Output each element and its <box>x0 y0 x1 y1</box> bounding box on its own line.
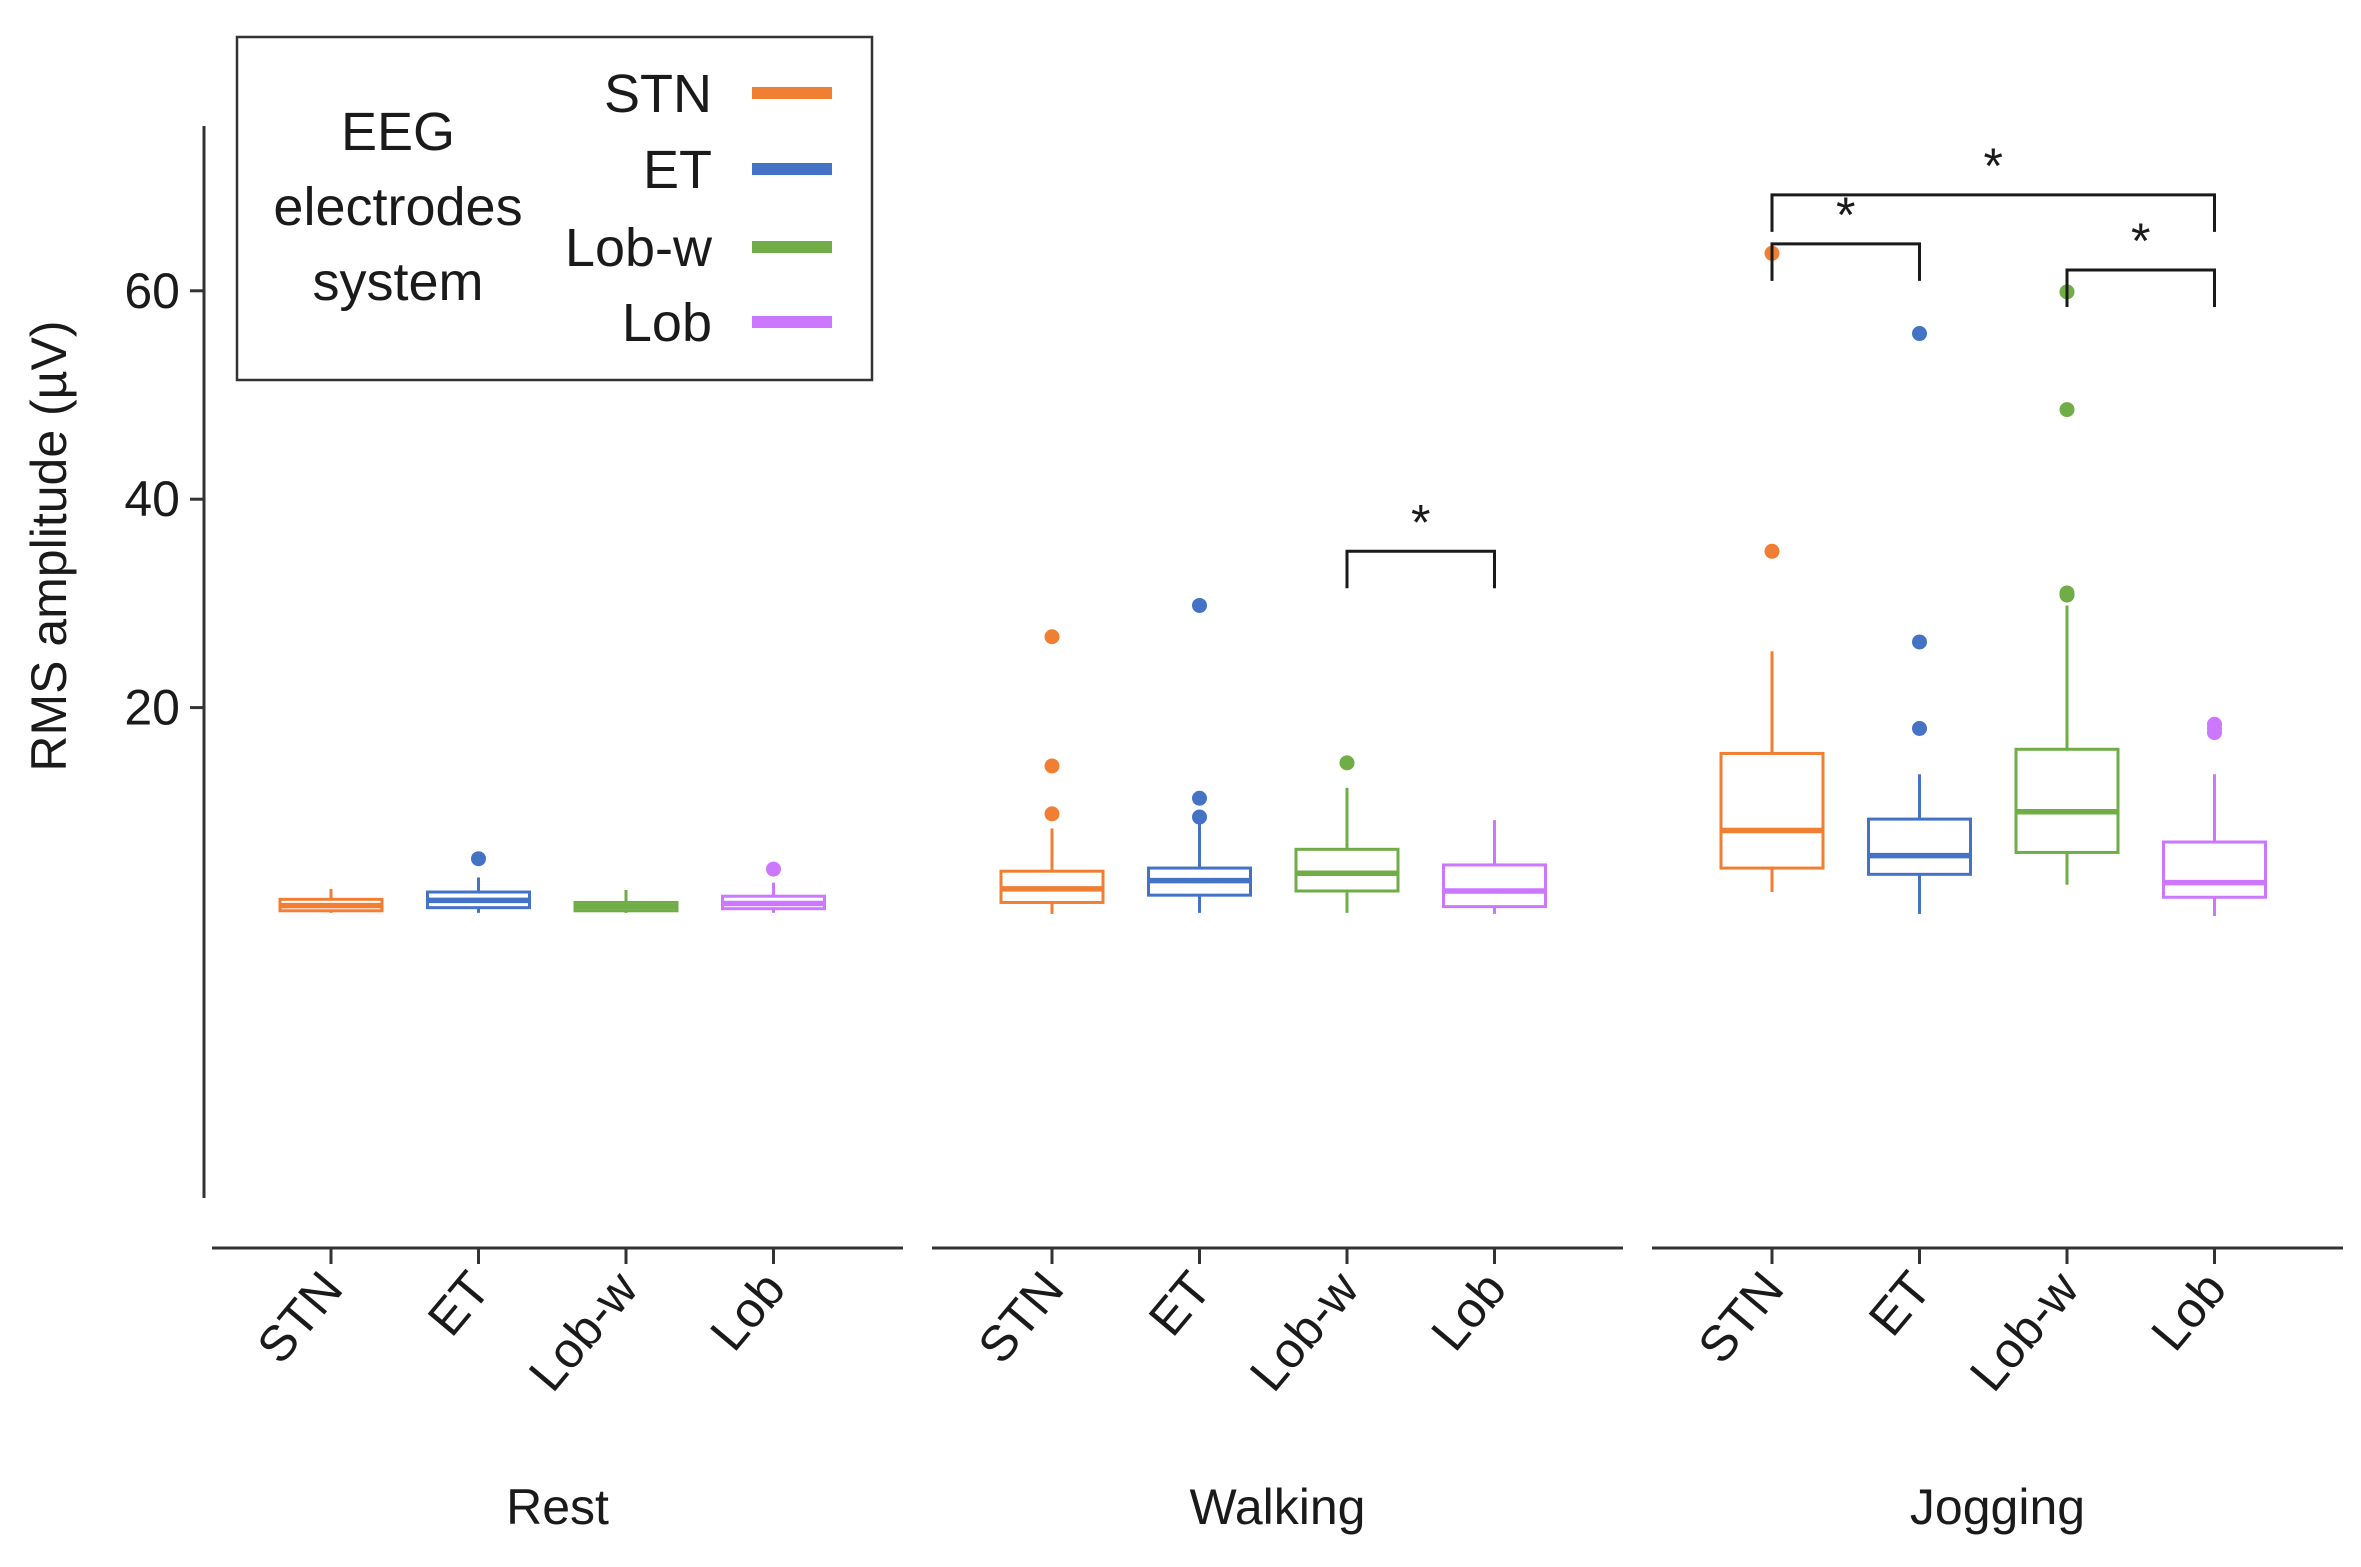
outlier-jogging-et-2 <box>1912 634 1927 650</box>
legend-title-line-3: system <box>312 252 483 312</box>
legend: EEG electrodes system STN ET Lob-w Lob <box>235 35 874 382</box>
legend-label-lob-w: Lob-w <box>565 218 713 278</box>
legend-label-stn: STN <box>604 64 712 124</box>
significance-star-jogging-stn-lob: * <box>1984 138 2003 194</box>
box-rect-jogging-lob <box>2162 840 2267 899</box>
outlier-walking-lob-w-1 <box>1339 755 1355 771</box>
significance-bracket-jogging-lob-w-lob <box>2065 268 2216 307</box>
legend-title-line-1: EEG <box>341 102 455 162</box>
y-tick-label-60: 60 <box>124 263 180 319</box>
significance-star-walking-lob-w-lob: * <box>1411 494 1430 550</box>
x-tick-label-walking-lob: Lob <box>1420 1261 1517 1361</box>
x-tick-label-jogging-stn: STN <box>1687 1261 1794 1374</box>
outlier-rest-lob-1 <box>766 861 781 877</box>
outlier-jogging-stn-1 <box>1764 543 1780 559</box>
box-rect-walking-lob <box>1442 863 1547 909</box>
x-tick-label-rest-lob-w: Lob-w <box>518 1260 649 1401</box>
box-rest-lob-w <box>573 889 679 913</box>
legend-title-line-2: electrodes <box>273 177 522 237</box>
legend-label-lob: Lob <box>622 293 712 353</box>
x-tick-label-jogging-et: ET <box>1858 1261 1942 1346</box>
box-rect-jogging-et <box>1867 817 1972 876</box>
box-jogging-lob-w <box>2014 284 2120 885</box>
significance-layer: * * * * <box>1345 138 2216 589</box>
y-tick-label-40: 40 <box>124 471 180 527</box>
x-tick-label-walking-et: ET <box>1138 1261 1222 1346</box>
boxes-layer <box>278 245 2267 916</box>
outlier-walking-stn-2 <box>1044 758 1060 774</box>
outlier-walking-stn-3 <box>1044 629 1060 645</box>
group-label-rest: Rest <box>506 1479 609 1535</box>
box-walking-stn <box>999 629 1105 914</box>
box-walking-et <box>1147 597 1252 913</box>
box-rect-jogging-lob-w <box>2014 747 2120 854</box>
group-label-walking: Walking <box>1190 1479 1366 1535</box>
outlier-rest-et-1 <box>471 851 486 867</box>
box-jogging-et <box>1867 326 1972 914</box>
outlier-jogging-lob-3 <box>2207 716 2222 732</box>
box-rest-stn <box>278 888 384 913</box>
outlier-jogging-lob-w-3 <box>2059 402 2075 418</box>
significance-star-jogging-stn-et: * <box>1836 187 1855 243</box>
group-label-jogging: Jogging <box>1910 1479 2085 1535</box>
box-rest-et <box>426 851 531 913</box>
significance-bracket-jogging-stn-lob <box>1770 193 2216 232</box>
outlier-walking-et-2 <box>1192 790 1207 806</box>
outlier-walking-et-1 <box>1192 809 1207 825</box>
x-tick-label-jogging-lob-w: Lob-w <box>1959 1260 2090 1401</box>
x-tick-label-jogging-lob: Lob <box>2140 1261 2237 1361</box>
significance-bracket-jogging-stn-et <box>1770 242 1921 281</box>
box-walking-lob <box>1442 820 1547 914</box>
significance-star-jogging-lob-w-lob: * <box>2131 213 2150 269</box>
outlier-jogging-et-1 <box>1912 720 1927 736</box>
box-rect-jogging-stn <box>1719 751 1825 870</box>
x-tick-label-walking-stn: STN <box>967 1261 1074 1374</box>
legend-label-et: ET <box>643 140 712 200</box>
outlier-jogging-lob-w-2 <box>2059 585 2075 601</box>
outlier-walking-et-3 <box>1192 597 1207 613</box>
box-jogging-lob <box>2162 716 2267 916</box>
box-rest-lob <box>721 861 826 913</box>
y-axis-title: RMS amplitude (µV) <box>21 321 77 772</box>
box-walking-lob-w <box>1294 755 1400 913</box>
x-tick-label-rest-lob: Lob <box>699 1261 796 1361</box>
x-tick-label-rest-stn: STN <box>246 1261 353 1374</box>
outlier-jogging-et-3 <box>1912 326 1927 342</box>
x-tick-label-walking-lob-w: Lob-w <box>1239 1260 1370 1401</box>
y-tick-label-20: 20 <box>124 680 180 736</box>
box-jogging-stn <box>1719 245 1825 893</box>
significance-bracket-walking-lob-w-lob <box>1345 549 1496 589</box>
x-tick-label-rest-et: ET <box>417 1261 501 1346</box>
outlier-walking-stn-1 <box>1044 806 1060 822</box>
box-rect-walking-lob-w <box>1294 847 1400 893</box>
